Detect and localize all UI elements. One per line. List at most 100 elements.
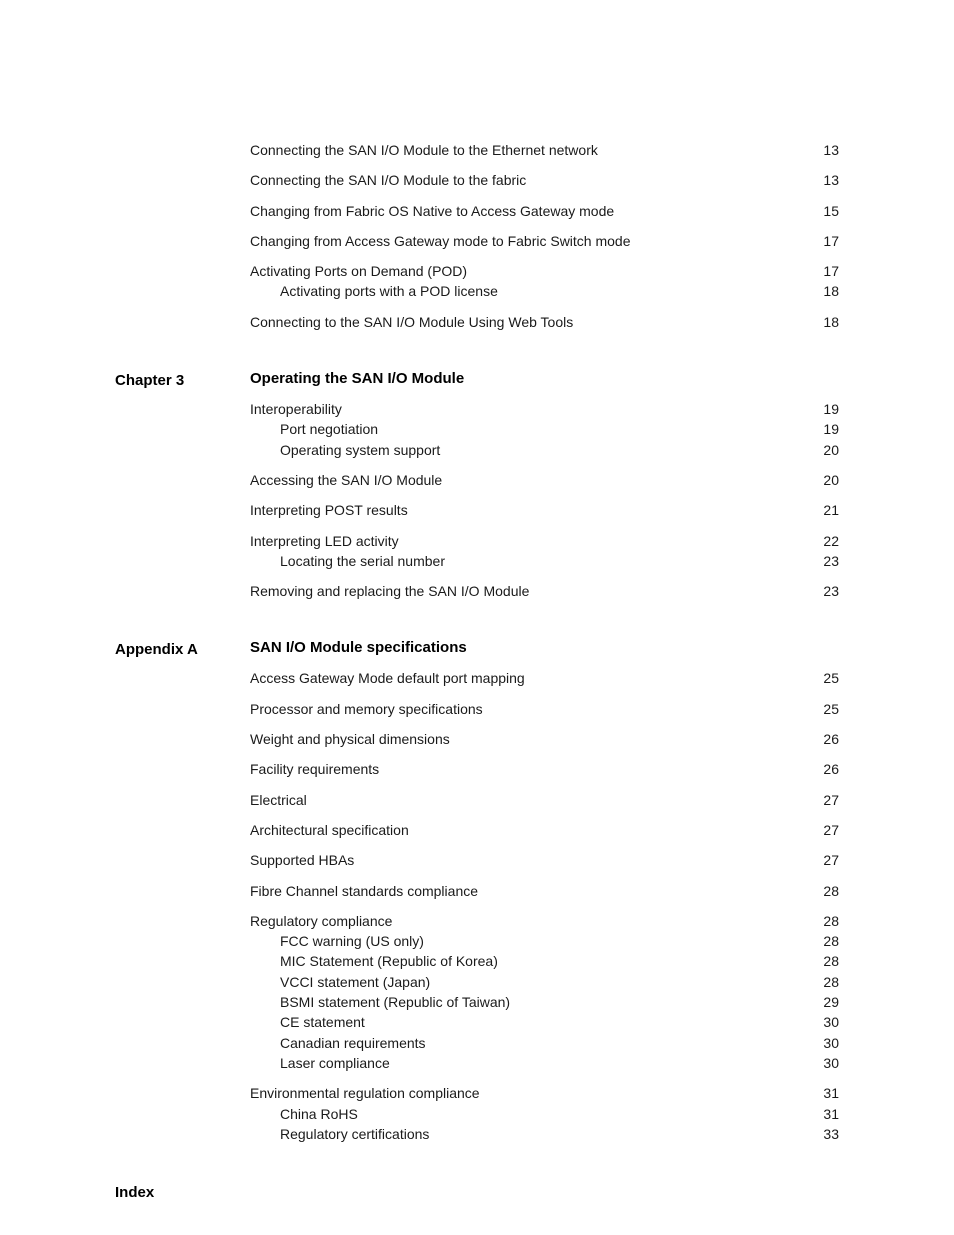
toc-entry-text: Regulatory certifications [280,1124,429,1144]
toc-subentry: Regulatory certifications 33 [250,1124,839,1144]
toc-index-label: Index [115,1182,250,1201]
toc-appendixa-label: Appendix A [115,639,250,1154]
toc-group: Electrical 27 [250,790,839,810]
toc-entry: Changing from Access Gateway mode to Fab… [250,231,839,251]
toc-entry: Removing and replacing the SAN I/O Modul… [250,581,839,601]
toc-entry-page: 22 [823,531,839,551]
toc-entry-text: Regulatory compliance [250,911,392,931]
toc-entry-page: 28 [823,881,839,901]
toc-group: Environmental regulation compliance 31Ch… [250,1083,839,1144]
toc-entry: Architectural specification 27 [250,820,839,840]
toc-entry-text: Changing from Access Gateway mode to Fab… [250,231,631,251]
toc-appendixa-content: SAN I/O Module specifications Access Gat… [250,639,839,1154]
toc-entry-text: VCCI statement (Japan) [280,972,430,992]
toc-entry-page: 30 [823,1033,839,1053]
toc-entry-page: 28 [823,931,839,951]
toc-entry: Connecting the SAN I/O Module to the Eth… [250,140,839,160]
toc-entry-text: Interpreting LED activity [250,531,399,551]
toc-group: Connecting to the SAN I/O Module Using W… [250,312,839,332]
toc-entry-text: Supported HBAs [250,850,354,870]
toc-entry-text: CE statement [280,1012,365,1032]
toc-entry-page: 17 [823,261,839,281]
toc-entry-page: 20 [823,470,839,490]
toc-index-content [250,1182,839,1201]
toc-entry-page: 25 [823,668,839,688]
toc-group: Supported HBAs 27 [250,850,839,870]
toc-entry: Electrical 27 [250,790,839,810]
toc-chapter3-title: Operating the SAN I/O Module [250,370,839,387]
toc-entry-page: 17 [823,231,839,251]
toc-entry-page: 30 [823,1053,839,1073]
toc-continuation-content: Connecting the SAN I/O Module to the Eth… [250,140,839,342]
toc-entry-page: 27 [823,850,839,870]
toc-entry: Supported HBAs 27 [250,850,839,870]
toc-entry-page: 33 [823,1124,839,1144]
toc-entry-text: Canadian requirements [280,1033,426,1053]
toc-entry-page: 18 [823,281,839,301]
toc-entry-text: Connecting to the SAN I/O Module Using W… [250,312,573,332]
toc-entry-text: Access Gateway Mode default port mapping [250,668,525,688]
toc-entry-page: 23 [823,551,839,571]
toc-entry: Processor and memory specifications 25 [250,699,839,719]
toc-entry-text: Removing and replacing the SAN I/O Modul… [250,581,529,601]
toc-entry-page: 28 [823,972,839,992]
toc-entry-page: 23 [823,581,839,601]
toc-subentry: CE statement 30 [250,1012,839,1032]
toc-subentry: Activating ports with a POD license 18 [250,281,839,301]
toc-entry-page: 27 [823,820,839,840]
toc-group: Removing and replacing the SAN I/O Modul… [250,581,839,601]
toc-entry-text: Interoperability [250,399,342,419]
toc-entry-page: 31 [823,1104,839,1124]
toc-entry-text: Connecting the SAN I/O Module to the Eth… [250,140,598,160]
toc-group: Weight and physical dimensions 26 [250,729,839,749]
toc-entry-text: Operating system support [280,440,440,460]
toc-page: Connecting the SAN I/O Module to the Eth… [0,0,954,1235]
toc-entry-text: Locating the serial number [280,551,445,571]
toc-subentry: MIC Statement (Republic of Korea) 28 [250,951,839,971]
toc-group: Interoperability 19Port negotiation 19Op… [250,399,839,460]
toc-group: Regulatory compliance 28FCC warning (US … [250,911,839,1073]
toc-entry-page: 18 [823,312,839,332]
toc-entry: Interpreting LED activity 22 [250,531,839,551]
toc-appendixa-entries: Access Gateway Mode default port mapping… [250,668,839,1144]
toc-entry-text: China RoHS [280,1104,358,1124]
toc-entry-text: Environmental regulation compliance [250,1083,480,1103]
toc-entry-text: Accessing the SAN I/O Module [250,470,442,490]
toc-entry-page: 28 [823,911,839,931]
toc-entry-text: Activating Ports on Demand (POD) [250,261,467,281]
toc-subentry: Operating system support 20 [250,440,839,460]
toc-subentry: Port negotiation 19 [250,419,839,439]
toc-entry: Regulatory compliance 28 [250,911,839,931]
toc-entry-text: Activating ports with a POD license [280,281,498,301]
toc-entry-page: 27 [823,790,839,810]
toc-entry-text: Fibre Channel standards compliance [250,881,478,901]
toc-subentry: BSMI statement (Republic of Taiwan) 29 [250,992,839,1012]
toc-entry: Connecting the SAN I/O Module to the fab… [250,170,839,190]
toc-entry-page: 21 [823,500,839,520]
toc-entry-page: 19 [823,419,839,439]
toc-entry-text: Interpreting POST results [250,500,408,520]
toc-group: Changing from Access Gateway mode to Fab… [250,231,839,251]
toc-entry-page: 19 [823,399,839,419]
toc-subentry: Canadian requirements 30 [250,1033,839,1053]
toc-subentry: Locating the serial number 23 [250,551,839,571]
toc-continuation-label [115,140,250,342]
toc-chapter3-content: Operating the SAN I/O Module Interoperab… [250,370,839,611]
toc-entry: Changing from Fabric OS Native to Access… [250,201,839,221]
toc-group: Connecting the SAN I/O Module to the Eth… [250,140,839,160]
toc-entry: Weight and physical dimensions 26 [250,729,839,749]
toc-group: Architectural specification 27 [250,820,839,840]
toc-entry: Interoperability 19 [250,399,839,419]
toc-entry: Activating Ports on Demand (POD) 17 [250,261,839,281]
toc-group: Facility requirements 26 [250,759,839,779]
toc-entry: Facility requirements 26 [250,759,839,779]
toc-chapter3-label: Chapter 3 [115,370,250,611]
toc-entry: Connecting to the SAN I/O Module Using W… [250,312,839,332]
toc-subentry: Laser compliance 30 [250,1053,839,1073]
toc-entry-page: 15 [823,201,839,221]
toc-subentry: China RoHS 31 [250,1104,839,1124]
toc-entry-page: 13 [823,170,839,190]
toc-entry-text: MIC Statement (Republic of Korea) [280,951,498,971]
toc-appendixa-section: Appendix A SAN I/O Module specifications… [115,639,839,1154]
toc-entry: Fibre Channel standards compliance 28 [250,881,839,901]
